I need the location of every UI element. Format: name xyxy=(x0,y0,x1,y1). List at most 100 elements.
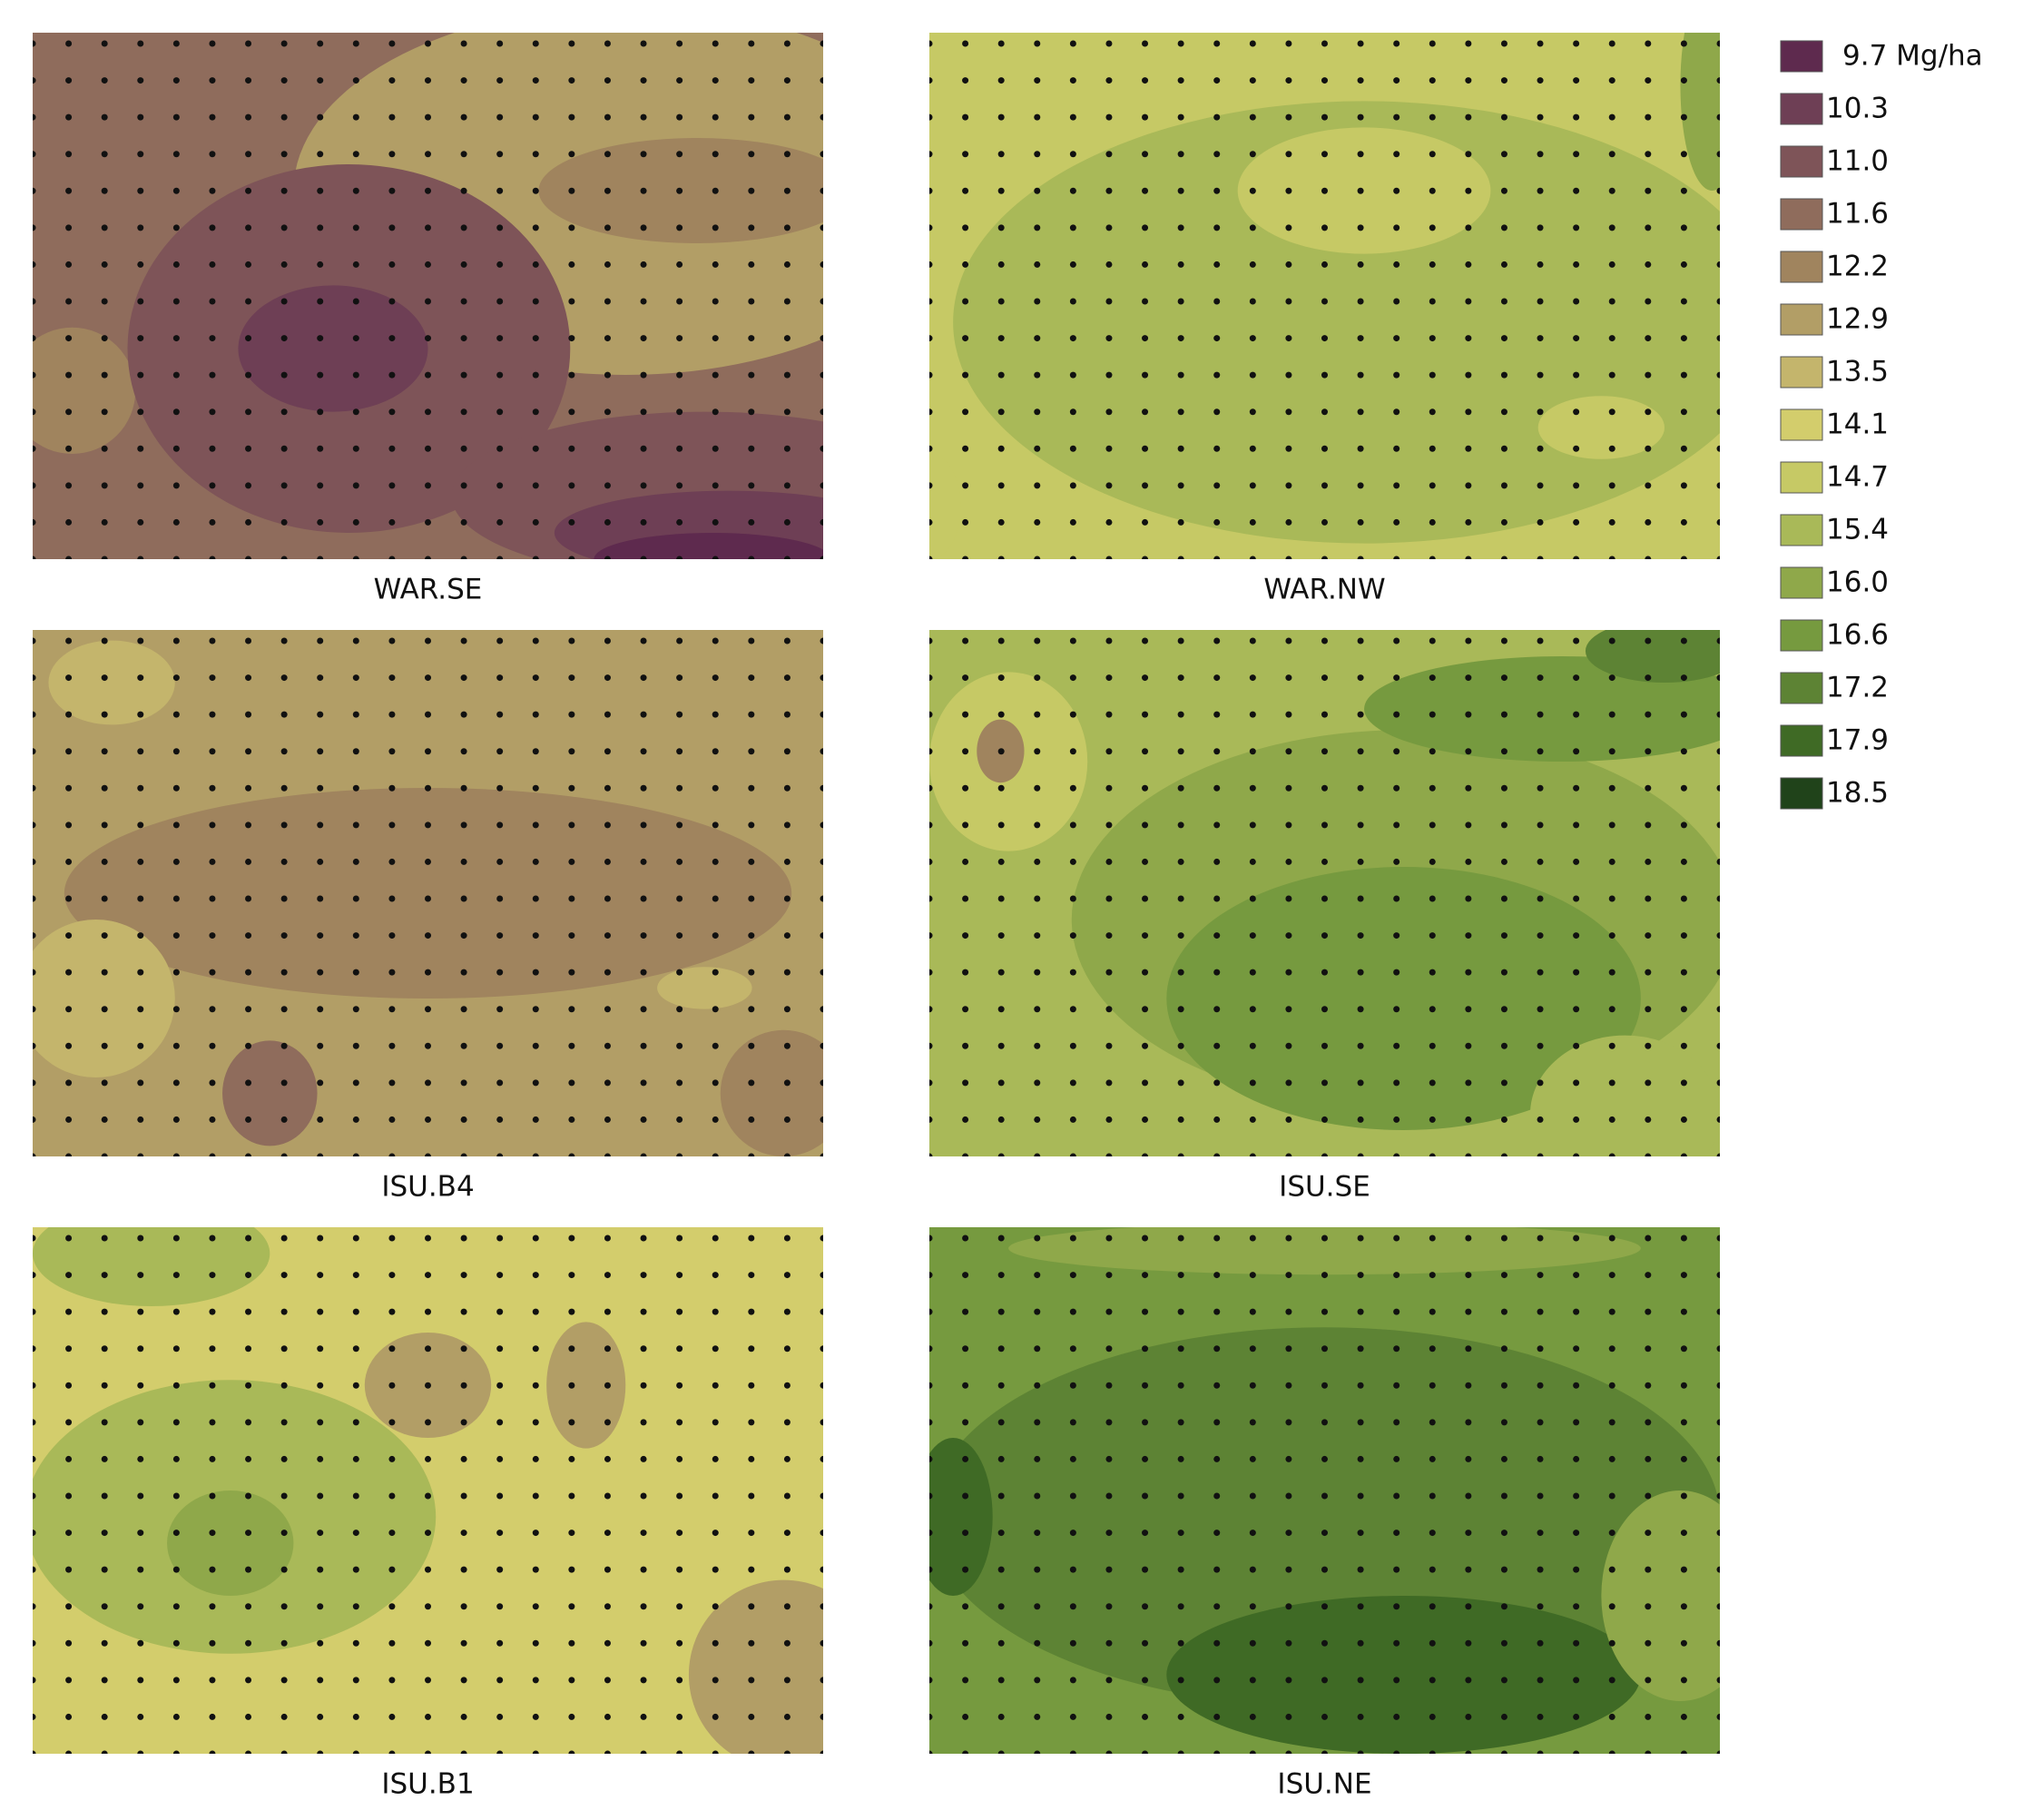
sample-point xyxy=(280,261,288,268)
sample-point xyxy=(1069,1455,1076,1462)
sample-point xyxy=(783,1419,791,1426)
sample-point xyxy=(820,335,823,342)
sample-point xyxy=(997,748,1005,755)
sample-point xyxy=(1321,1235,1328,1242)
sample-point xyxy=(65,40,73,47)
sample-point xyxy=(820,637,823,644)
sample-point xyxy=(65,1006,73,1013)
sample-point xyxy=(532,408,539,416)
sample-point xyxy=(1680,637,1687,644)
sample-point xyxy=(1608,858,1615,865)
sample-point xyxy=(1213,1603,1221,1610)
sample-point xyxy=(568,1455,575,1462)
map-panel xyxy=(33,630,823,1156)
sample-point xyxy=(1213,932,1221,940)
sample-point xyxy=(1680,1677,1687,1684)
sample-point xyxy=(1537,969,1544,976)
sample-point xyxy=(33,151,36,158)
sample-point xyxy=(676,224,683,231)
sample-point xyxy=(1069,298,1076,305)
sample-point xyxy=(604,371,611,379)
sample-point xyxy=(640,1153,647,1156)
sample-point xyxy=(137,858,144,865)
sample-point xyxy=(1357,1308,1364,1315)
sample-point xyxy=(712,77,719,84)
sample-point xyxy=(929,969,933,976)
sample-point xyxy=(1429,821,1436,829)
sample-point xyxy=(137,748,144,755)
sample-point xyxy=(962,748,969,755)
sample-point xyxy=(1249,895,1256,902)
sample-point xyxy=(1393,637,1400,644)
sample-point xyxy=(1393,932,1400,940)
sample-point xyxy=(1393,1603,1400,1610)
sample-point xyxy=(137,821,144,829)
sample-point xyxy=(1357,895,1364,902)
legend-label: 13.5 xyxy=(1826,356,1889,389)
sample-point xyxy=(1716,784,1720,792)
sample-point xyxy=(65,969,73,976)
sample-point xyxy=(137,969,144,976)
sample-point xyxy=(1249,969,1256,976)
sample-point xyxy=(640,748,647,755)
sample-point xyxy=(532,224,539,231)
sample-point xyxy=(1069,40,1076,47)
sample-point xyxy=(712,113,719,121)
panel-label: WAR.NW xyxy=(1263,574,1385,606)
sample-point xyxy=(604,482,611,489)
sample-point xyxy=(137,371,144,379)
sample-point xyxy=(676,932,683,940)
sample-point xyxy=(33,711,36,718)
sample-point xyxy=(1680,1530,1687,1537)
sample-point xyxy=(1465,637,1472,644)
sample-point xyxy=(1716,1530,1720,1537)
sample-point xyxy=(929,1272,933,1279)
sample-point xyxy=(1285,895,1292,902)
sample-point xyxy=(1249,371,1256,379)
sample-point xyxy=(137,1750,144,1754)
sample-point xyxy=(101,1677,108,1684)
sample-point xyxy=(1716,1566,1720,1573)
sample-point xyxy=(1465,821,1472,829)
sample-point xyxy=(929,1116,933,1123)
sample-point xyxy=(137,1153,144,1156)
legend-label: 14.7 xyxy=(1826,461,1889,494)
sample-point xyxy=(1142,556,1149,559)
sample-point xyxy=(496,77,504,84)
sample-point xyxy=(1680,711,1687,718)
contour-region xyxy=(33,920,175,1077)
sample-point xyxy=(137,1042,144,1049)
sample-point xyxy=(1034,637,1041,644)
sample-point xyxy=(640,1492,647,1500)
sample-point xyxy=(1537,113,1544,121)
sample-point xyxy=(1465,1079,1472,1087)
sample-point xyxy=(929,1639,933,1647)
sample-point xyxy=(1285,556,1292,559)
sample-point xyxy=(1285,1345,1292,1353)
sample-point xyxy=(748,1455,755,1462)
sample-point xyxy=(962,1235,969,1242)
sample-point xyxy=(1573,151,1580,158)
sample-point xyxy=(65,895,73,902)
sample-point xyxy=(317,1042,324,1049)
sample-point xyxy=(1249,1272,1256,1279)
sample-point xyxy=(1716,858,1720,865)
contour-region xyxy=(64,788,792,999)
sample-point xyxy=(101,895,108,902)
sample-point xyxy=(712,335,719,342)
sample-point xyxy=(460,711,467,718)
sample-point xyxy=(1177,969,1184,976)
sample-point xyxy=(209,482,216,489)
sample-point xyxy=(65,674,73,682)
sample-point xyxy=(1357,1566,1364,1573)
sample-point xyxy=(568,1272,575,1279)
sample-point xyxy=(460,1308,467,1315)
sample-point xyxy=(1537,858,1544,865)
sample-point xyxy=(1357,556,1364,559)
sample-point xyxy=(65,1419,73,1426)
sample-point xyxy=(1213,1079,1221,1087)
sample-point xyxy=(1177,1006,1184,1013)
sample-point xyxy=(1500,969,1507,976)
sample-point xyxy=(245,408,252,416)
sample-point xyxy=(137,1006,144,1013)
